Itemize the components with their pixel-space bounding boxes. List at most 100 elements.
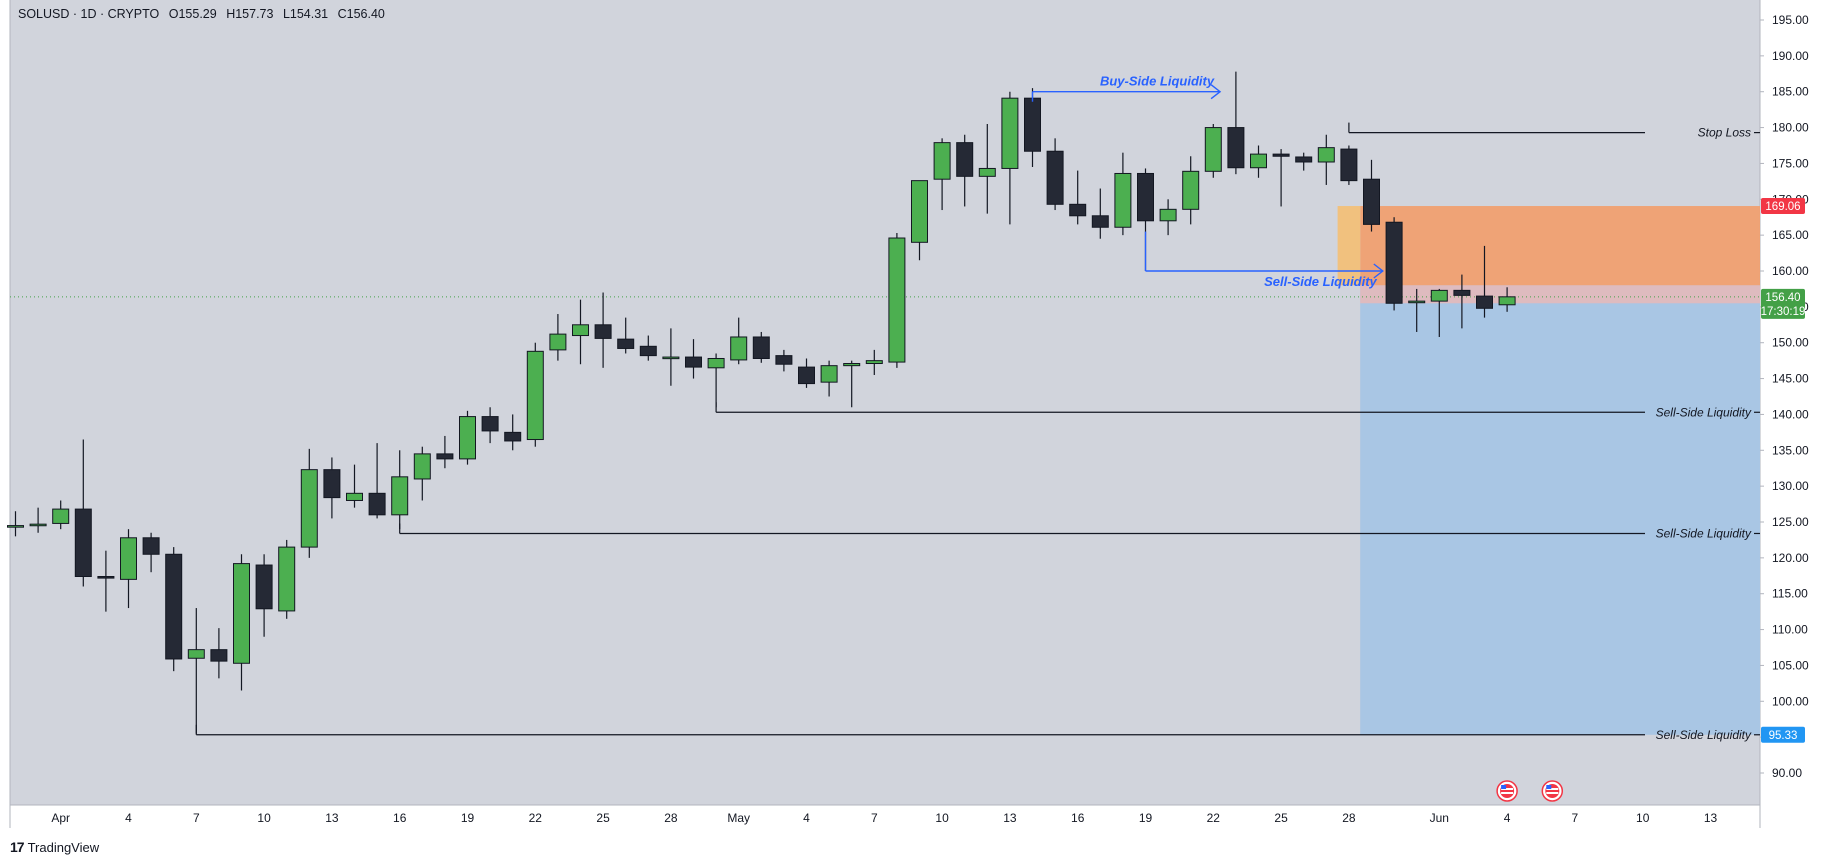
brand-name: TradingView	[27, 839, 100, 855]
x-tick-label: 7	[871, 811, 878, 825]
candle	[233, 554, 250, 691]
y-tick-label: 190.00	[1772, 49, 1809, 63]
candle-body	[1498, 296, 1516, 306]
candle	[29, 507, 47, 533]
candle	[74, 439, 92, 587]
candle-body	[391, 476, 409, 516]
candle-body	[459, 416, 476, 460]
candle	[1159, 199, 1177, 236]
arrow-head-icon	[1373, 263, 1384, 279]
y-tick-label: 165.00	[1772, 228, 1809, 242]
event-stripe	[1546, 788, 1559, 790]
x-tick-label: 4	[125, 811, 132, 825]
candle-body	[1137, 172, 1154, 222]
x-tick-label: 19	[461, 811, 475, 825]
candle	[1498, 287, 1516, 312]
candle	[97, 550, 115, 612]
symbol-header: SOLUSD · 1D · CRYPTO O155.29 H157.73 L15…	[18, 7, 391, 21]
event-canton	[1546, 785, 1552, 789]
candle	[1317, 134, 1335, 185]
close-value: C156.40	[337, 7, 385, 21]
x-tick-label: 10	[1636, 811, 1650, 825]
candle	[798, 358, 815, 388]
candle-body	[187, 649, 205, 659]
candle-body	[1476, 295, 1493, 309]
y-tick-label: 150.00	[1772, 336, 1809, 350]
candle-body	[52, 508, 70, 524]
candle-body	[1340, 148, 1358, 182]
candle	[1069, 170, 1087, 225]
candle	[436, 435, 454, 469]
brand-footer[interactable]: 17 TradingView	[10, 839, 99, 855]
y-tick-label: 110.00	[1772, 623, 1808, 637]
last-price-badge-countdown: 17:30:19	[1761, 306, 1806, 318]
candle-body	[1024, 97, 1041, 152]
event-canton	[1501, 785, 1507, 789]
level-label: Sell-Side Liquidity	[1656, 405, 1752, 419]
candle	[255, 554, 273, 637]
candle-body	[1453, 289, 1471, 296]
x-tick-label: 25	[596, 811, 610, 825]
candle	[1430, 288, 1448, 337]
x-tick-label: 25	[1274, 811, 1288, 825]
candle-body	[300, 469, 318, 548]
x-tick-label: 4	[1504, 811, 1511, 825]
candle-body	[97, 576, 115, 579]
candle-body	[255, 564, 273, 610]
candle-body	[865, 360, 883, 365]
candle-body	[526, 350, 544, 441]
x-tick-label: 4	[803, 811, 810, 825]
y-tick-label: 195.00	[1772, 13, 1809, 27]
candle	[639, 335, 657, 361]
us-flag-event-icon[interactable]	[1496, 780, 1518, 802]
stop-price-badge-box	[1761, 198, 1805, 215]
candle	[956, 134, 974, 207]
candle-body	[1182, 170, 1200, 210]
x-tick-label: 28	[664, 811, 678, 825]
candle	[459, 410, 476, 465]
y-tick-label: 105.00	[1772, 658, 1809, 672]
candle-body	[7, 525, 24, 528]
candle	[1476, 245, 1493, 318]
candle-body	[978, 167, 996, 177]
y-tick-label: 125.00	[1772, 515, 1809, 529]
candle-body	[1385, 221, 1403, 304]
candle-body	[572, 324, 589, 337]
x-tick-label: May	[727, 811, 750, 825]
candle-body	[1408, 300, 1426, 304]
candle	[594, 292, 612, 368]
target-price-badge-text: 95.33	[1769, 730, 1798, 742]
x-tick-label: 7	[193, 811, 200, 825]
candle-body	[165, 553, 183, 660]
candle	[481, 407, 499, 444]
candle-body	[1295, 156, 1313, 163]
candle-body	[911, 180, 928, 243]
y-tick-label: 120.00	[1772, 551, 1809, 565]
candle	[142, 532, 160, 573]
symbol-label: SOLUSD · 1D · CRYPTO	[18, 7, 160, 21]
candle	[775, 349, 793, 372]
x-tick-label: Apr	[51, 811, 70, 825]
target-price-badge-box	[1761, 726, 1805, 743]
x-tick-label: 10	[257, 811, 271, 825]
candle	[391, 450, 409, 530]
candle	[368, 443, 386, 519]
candle	[1182, 156, 1200, 225]
candle-body	[74, 508, 92, 578]
liquidity-label: Sell-Side Liquidity	[1264, 274, 1377, 289]
candle-body	[639, 345, 657, 357]
candle-body	[956, 142, 974, 177]
candle	[820, 360, 838, 397]
us-flag-event-icon[interactable]	[1541, 780, 1564, 802]
candle	[933, 138, 951, 211]
y-tick-label: 180.00	[1772, 121, 1809, 135]
candle	[1453, 274, 1471, 329]
stop-zone	[1360, 206, 1760, 286]
candle-body	[730, 336, 748, 361]
candle-body	[1091, 215, 1109, 228]
y-tick-label: 175.00	[1772, 156, 1809, 170]
candle	[978, 123, 996, 214]
last-price-badge-text: 156.40	[1765, 292, 1800, 304]
target-zone	[1360, 285, 1760, 735]
